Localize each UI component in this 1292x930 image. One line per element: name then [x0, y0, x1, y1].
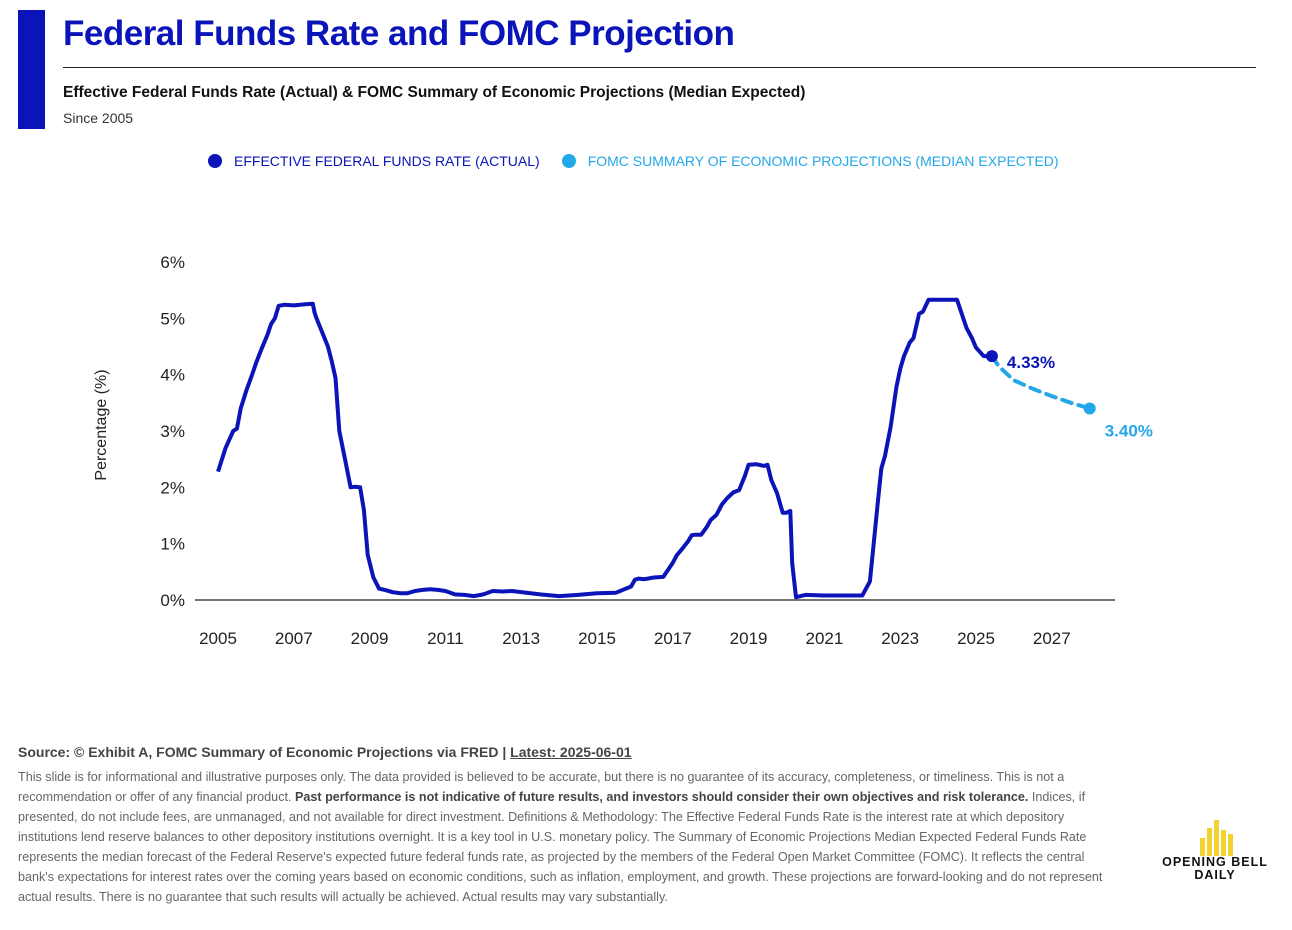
x-axis-ticks: 2005 2007 2009 2011 2013 2015 2017 2019 2021 2023…: [199, 629, 1071, 648]
x-tick-label: 2017: [654, 629, 692, 648]
logo-line-1: OPENING BELL: [1162, 855, 1268, 869]
x-tick-label: 2025: [957, 629, 995, 648]
projection-end-point: [1083, 402, 1096, 415]
chart-legend: EFFECTIVE FEDERAL FUNDS RATE (ACTUAL) FO…: [208, 153, 1081, 169]
y-tick-label: 1%: [160, 535, 185, 554]
legend-item-projection: FOMC SUMMARY OF ECONOMIC PROJECTIONS (ME…: [561, 153, 1059, 169]
x-tick-label: 2021: [805, 629, 843, 648]
y-tick-label: 5%: [160, 309, 185, 328]
logo-line-2: DAILY: [1194, 868, 1236, 882]
line-chart: 0%1%2%3%4%5%6% 2005 2007 2009 2011 2013 2015 2…: [93, 253, 1153, 648]
source-separator: |: [498, 744, 511, 760]
opening-bell-daily-logo: OPENING BELL DAILY: [1150, 818, 1280, 882]
bar-chart-icon: [1200, 820, 1233, 856]
accent-bar: [18, 10, 45, 129]
x-tick-label: 2023: [881, 629, 919, 648]
disclaimer-text-b: Indices, if presented, do not include fe…: [18, 790, 1103, 904]
y-axis-ticks: 0% 1% 2% 3% 4% 5% 6%: [160, 253, 185, 610]
x-tick-label: 2013: [502, 629, 540, 648]
source-text: Source: © Exhibit A, FOMC Summary of Eco…: [18, 744, 499, 760]
page-title: Federal Funds Rate and FOMC Projection: [63, 14, 735, 53]
y-tick-label: 4%: [160, 366, 185, 385]
series-line-actual: [216, 297, 992, 600]
x-tick-label: 2007: [275, 629, 313, 648]
x-tick-label: 2005: [199, 629, 237, 648]
chart-subtitle: Effective Federal Funds Rate (Actual) & …: [63, 84, 806, 101]
disclaimer-bold: Past performance is not indicative of fu…: [294, 790, 1029, 804]
since-label: Since 2005: [63, 110, 134, 126]
x-tick-label: 2027: [1033, 629, 1071, 648]
x-tick-label: 2009: [351, 629, 389, 648]
source-line: Source: © Exhibit A, FOMC Summary of Eco…: [18, 744, 632, 760]
y-tick-label: 2%: [160, 478, 185, 497]
actual-end-point: [985, 350, 998, 363]
y-tick-label: 3%: [160, 422, 185, 441]
legend-dot-actual: [208, 154, 222, 168]
y-tick-label: 6%: [160, 253, 185, 272]
y-axis-label: Percentage (%): [93, 369, 110, 480]
disclaimer: This slide is for informational and illu…: [18, 767, 1118, 907]
x-tick-label: 2019: [730, 629, 768, 648]
actual-end-label: 4.33%: [1007, 353, 1055, 372]
legend-item-actual: EFFECTIVE FEDERAL FUNDS RATE (ACTUAL): [208, 153, 540, 169]
projection-end-label: 3.40%: [1105, 421, 1153, 440]
y-tick-label: 0%: [160, 591, 185, 610]
legend-label-projection: FOMC SUMMARY OF ECONOMIC PROJECTIONS (ME…: [587, 153, 1059, 169]
title-divider: [63, 67, 1256, 68]
legend-dot-projection: [561, 154, 576, 168]
x-tick-label: 2011: [427, 629, 464, 648]
x-tick-label: 2015: [578, 629, 616, 648]
logo-text: OPENING BELL DAILY: [1150, 856, 1280, 882]
latest-date-link[interactable]: Latest: 2025-06-01: [510, 744, 632, 760]
legend-label-actual: EFFECTIVE FEDERAL FUNDS RATE (ACTUAL): [234, 153, 540, 169]
series-line-projection: [989, 354, 1092, 411]
disclaimer-text-a: This slide is for informational and illu…: [18, 770, 1065, 804]
